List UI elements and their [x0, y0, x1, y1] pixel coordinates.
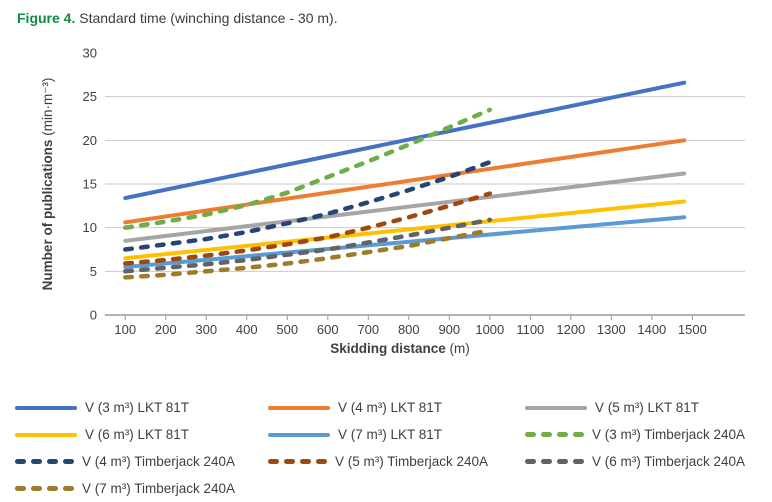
legend-dash-segment [63, 486, 74, 491]
legend-dash-segment [557, 432, 568, 437]
legend-item: V (4 m³) LKT 81T [268, 400, 525, 415]
x-axis-title: Skidding distance (m) [330, 341, 470, 356]
y-tick-label: 0 [90, 308, 97, 323]
series-line-v-4-m-timberjack-240a [123, 159, 493, 252]
x-tick-label: 900 [438, 322, 460, 337]
legend-item: V (6 m³) Timberjack 240A [525, 454, 765, 469]
series-line-v-5-m-timberjack-240a [123, 191, 493, 266]
legend-dashed-line-swatch [525, 432, 584, 437]
y-tick-label: 30 [83, 46, 97, 61]
y-tick-label: 5 [90, 264, 97, 279]
legend-dashed-line-swatch [15, 486, 74, 491]
x-tick-label: 800 [398, 322, 420, 337]
figure-caption: Figure 4. Standard time (winching distan… [17, 9, 338, 27]
x-tick-label: 500 [276, 322, 298, 337]
x-tick-label: 100 [114, 322, 136, 337]
legend-dash-segment [63, 459, 74, 464]
x-tick-label: 600 [317, 322, 339, 337]
legend-dash-segment [557, 459, 568, 464]
x-tick-label: 1300 [597, 322, 626, 337]
y-tick-label: 10 [83, 220, 97, 235]
legend-dashed-line-swatch [268, 459, 327, 464]
figure-number-label: Figure 4. [17, 10, 76, 26]
series-line-v-7-m-timberjack-240a [123, 228, 493, 280]
legend-dash-segment [31, 486, 42, 491]
x-tick-label: 200 [155, 322, 177, 337]
legend-label: V (7 m³) Timberjack 240A [82, 481, 236, 496]
legend-item: V (6 m³) LKT 81T [15, 427, 268, 442]
legend-dash-segment [541, 459, 552, 464]
y-axis-title: Number of publications (min·m⁻³) [40, 78, 55, 291]
legend-solid-line-swatch [525, 405, 587, 410]
series-line-v-4-m-lkt-81t [123, 138, 687, 225]
legend-dash-segment [47, 459, 58, 464]
legend-dash-segment [573, 459, 584, 464]
y-tick-label: 20 [83, 133, 97, 148]
legend-label: V (5 m³) LKT 81T [595, 400, 700, 415]
legend-label: V (6 m³) LKT 81T [85, 427, 190, 442]
legend-dash-segment [300, 459, 311, 464]
legend-dash-segment [525, 432, 536, 437]
legend-item: V (5 m³) Timberjack 240A [268, 454, 525, 469]
legend-dash-segment [15, 486, 26, 491]
legend-label: V (3 m³) Timberjack 240A [592, 427, 746, 442]
legend-dash-segment [31, 459, 42, 464]
legend-item: V (4 m³) Timberjack 240A [15, 454, 268, 469]
series-line-v-5-m-lkt-81t [123, 171, 687, 243]
legend-dash-segment [15, 459, 26, 464]
legend-item: V (7 m³) Timberjack 240A [15, 481, 268, 496]
legend-label: V (5 m³) Timberjack 240A [335, 454, 489, 469]
series-line-v-6-m-lkt-81t [123, 199, 687, 261]
legend-solid-line-swatch [15, 405, 77, 410]
legend-label: V (6 m³) Timberjack 240A [592, 454, 746, 469]
series-line-v-3-m-timberjack-240a [123, 107, 493, 230]
legend-dashed-line-swatch [15, 459, 74, 464]
legend-label: V (3 m³) LKT 81T [85, 400, 190, 415]
x-tick-label: 1000 [475, 322, 504, 337]
legend-label: V (4 m³) LKT 81T [338, 400, 443, 415]
legend-dash-segment [284, 459, 295, 464]
legend-dash-segment [316, 459, 327, 464]
legend-item: V (3 m³) LKT 81T [15, 400, 268, 415]
legend-label: V (4 m³) Timberjack 240A [82, 454, 236, 469]
figure-caption-text: Standard time (winching distance - 30 m)… [75, 10, 338, 26]
x-tick-label: 1100 [516, 322, 544, 337]
line-chart: 0 5 10 15 20 25 30 100 200 300 400 500 600 700 800 900 1… [40, 46, 745, 356]
legend-solid-line-swatch [15, 432, 77, 437]
chart-legend: V (3 m³) LKT 81T V (4 m³) LKT 81T V (5 m³)… [15, 394, 765, 502]
legend-dash-segment [268, 459, 279, 464]
series-line-v-7-m-lkt-81t [123, 215, 687, 269]
x-tick-label: 400 [236, 322, 258, 337]
x-tick-label: 700 [357, 322, 379, 337]
series-line-v-3-m-lkt-81t [123, 80, 687, 200]
series-line-v-6-m-timberjack-240a [123, 217, 493, 274]
x-tick-label: 1500 [678, 322, 707, 337]
x-tick-label: 300 [195, 322, 217, 337]
legend-dash-segment [541, 432, 552, 437]
legend-solid-line-swatch [268, 432, 330, 437]
y-tick-label: 25 [83, 89, 97, 104]
legend-dash-segment [47, 486, 58, 491]
legend-label: V (7 m³) LKT 81T [338, 427, 443, 442]
legend-item: V (7 m³) LKT 81T [268, 427, 525, 442]
y-tick-label: 15 [83, 177, 97, 192]
legend-dash-segment [525, 459, 536, 464]
legend-item: V (3 m³) Timberjack 240A [525, 427, 765, 442]
legend-dashed-line-swatch [525, 459, 584, 464]
legend-dash-segment [573, 432, 584, 437]
legend-item: V (5 m³) LKT 81T [525, 400, 765, 415]
x-tick-label: 1200 [556, 322, 585, 337]
x-tick-label: 1400 [637, 322, 666, 337]
legend-solid-line-swatch [268, 405, 330, 410]
